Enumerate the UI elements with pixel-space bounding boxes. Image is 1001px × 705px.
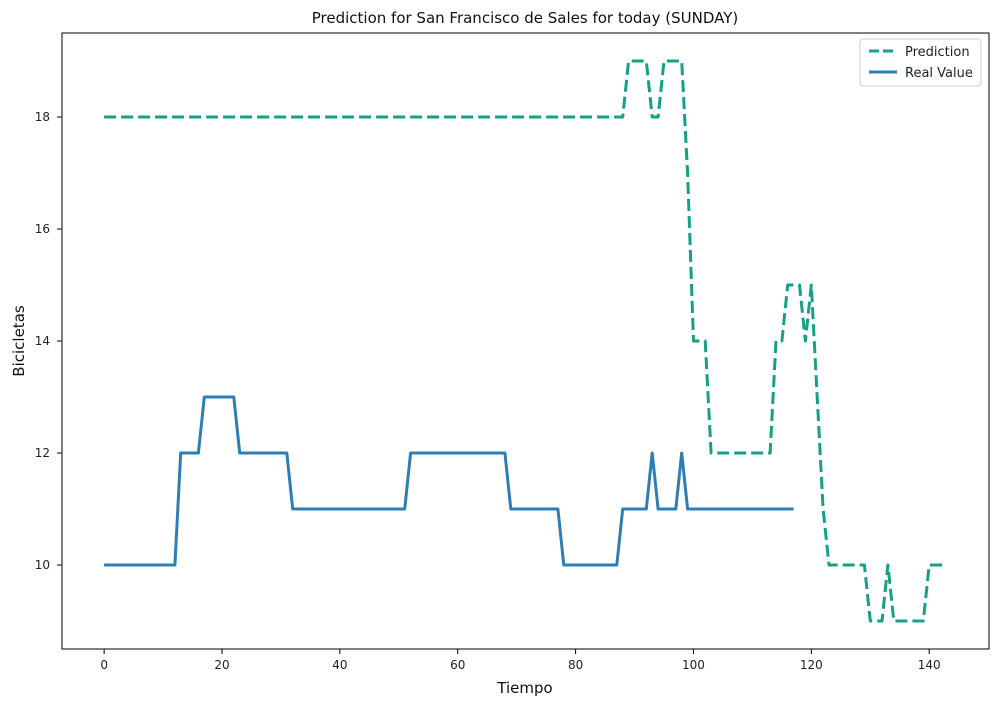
chart-title: Prediction for San Francisco de Sales fo… [312,9,738,27]
y-tick-label: 10 [35,558,50,572]
plot-frame [61,32,990,650]
legend-label-real-value: Real Value [905,66,973,81]
y-tick-label: 18 [35,110,50,124]
legend-label-prediction: Prediction [905,45,970,60]
x-tick-label: 80 [568,658,583,672]
y-tick-label: 12 [35,446,50,460]
y-tick-label: 14 [35,334,50,348]
legend: Prediction Real Value [859,38,982,87]
x-tick-label: 120 [800,658,823,672]
x-tick-label: 60 [450,658,465,672]
series-line-real-value [104,395,794,567]
x-axis-ticks: 0 20 40 60 80 100 120 140 [100,649,941,672]
y-axis-ticks: 10 12 14 16 18 [35,110,62,572]
x-tick-label: 40 [332,658,347,672]
x-axis-label: Tiempo [496,679,552,697]
series-group [104,59,947,623]
y-axis-label: Bicicletas [10,305,28,377]
series-line-prediction [104,59,947,623]
x-tick-label: 100 [682,658,705,672]
x-tick-label: 140 [918,658,941,672]
x-tick-label: 0 [100,658,108,672]
y-tick-label: 16 [35,222,50,236]
x-tick-label: 20 [214,658,229,672]
